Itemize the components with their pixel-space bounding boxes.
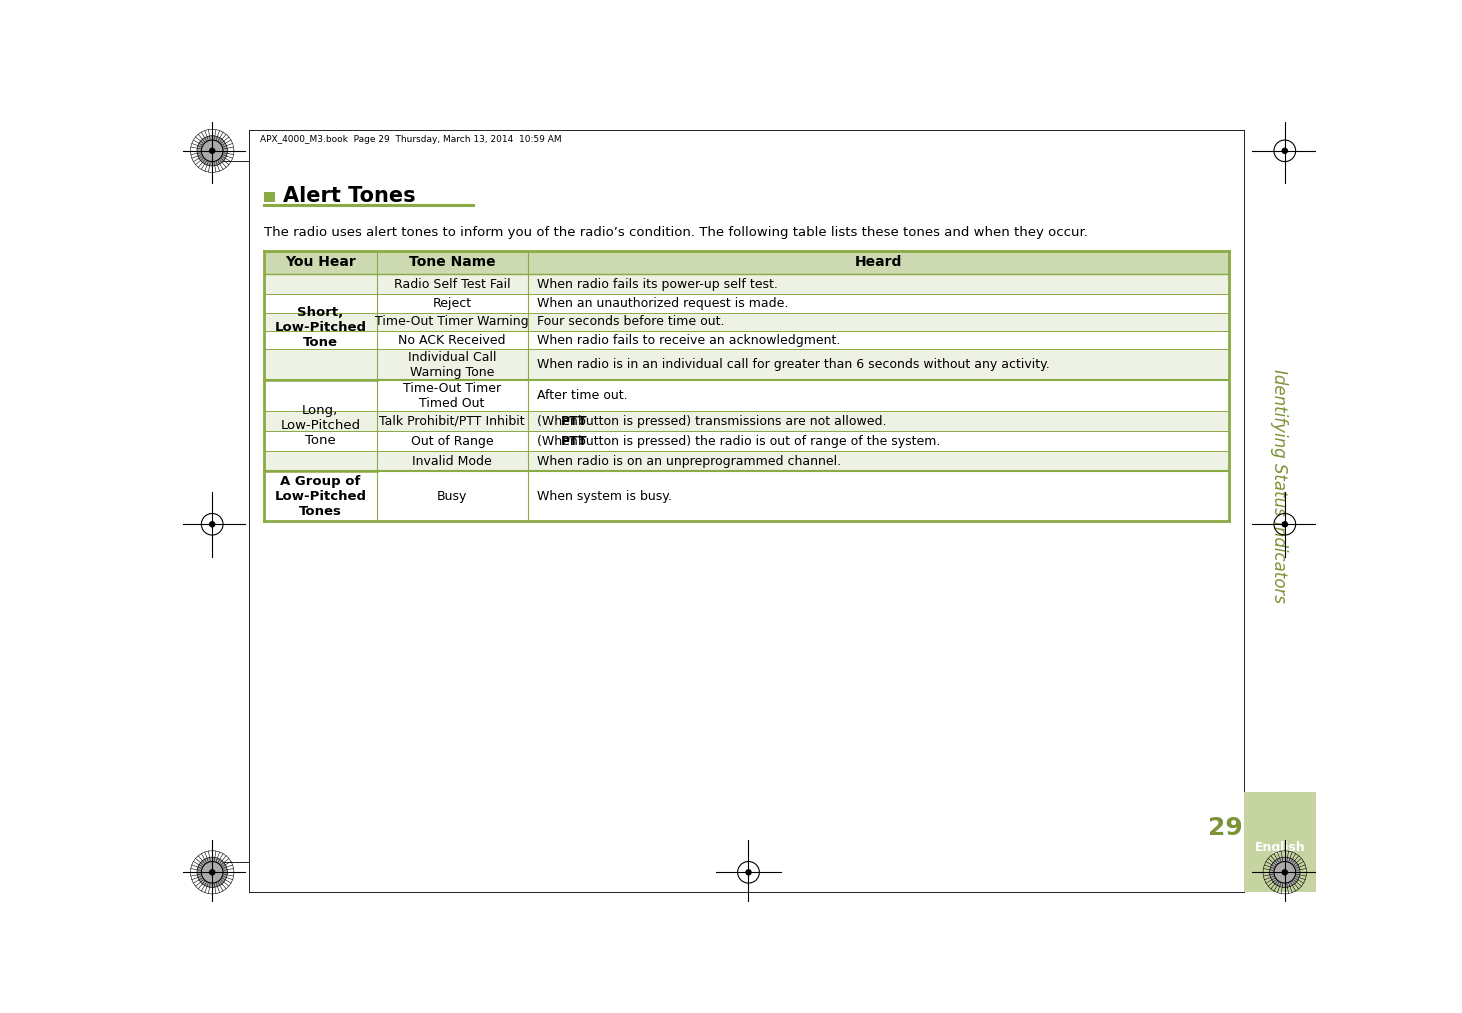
Text: button is pressed) transmissions are not allowed.: button is pressed) transmissions are not…	[575, 414, 886, 427]
Circle shape	[1282, 521, 1288, 528]
Text: Busy: Busy	[437, 489, 468, 502]
Circle shape	[209, 869, 215, 875]
Text: Invalid Mode: Invalid Mode	[412, 455, 491, 468]
Text: A Group of
Low-Pitched
Tones: A Group of Low-Pitched Tones	[275, 475, 367, 518]
Bar	[1244, 792, 1316, 892]
Text: Individual Call
Warning Tone: Individual Call Warning Tone	[408, 350, 496, 379]
Text: When radio is on an unpreprogrammed channel.: When radio is on an unpreprogrammed chan…	[537, 455, 841, 468]
Text: Four seconds before time out.: Four seconds before time out.	[537, 315, 725, 328]
Bar	[265, 432, 1230, 451]
Text: Talk Prohibit/PTT Inhibit: Talk Prohibit/PTT Inhibit	[379, 414, 525, 427]
Text: Time-Out Timer Warning: Time-Out Timer Warning	[376, 315, 529, 328]
Bar	[265, 275, 1230, 294]
Text: Long,
Low-Pitched
Tone: Long, Low-Pitched Tone	[281, 404, 360, 447]
Text: When system is busy.: When system is busy.	[537, 489, 673, 502]
Bar	[1244, 122, 1316, 902]
Circle shape	[197, 857, 228, 887]
Bar	[265, 313, 1230, 331]
Bar	[265, 294, 1230, 313]
Circle shape	[1282, 148, 1288, 154]
Circle shape	[209, 521, 215, 528]
Text: PTT: PTT	[561, 414, 588, 427]
Text: APX_4000_M3.book  Page 29  Thursday, March 13, 2014  10:59 AM: APX_4000_M3.book Page 29 Thursday, March…	[260, 135, 561, 144]
Bar	[265, 191, 275, 203]
Bar	[265, 331, 1230, 349]
Text: Reject: Reject	[433, 297, 472, 310]
Text: You Hear: You Hear	[285, 255, 355, 269]
Circle shape	[746, 869, 751, 875]
Text: button is pressed) the radio is out of range of the system.: button is pressed) the radio is out of r…	[575, 435, 940, 448]
Text: The radio uses alert tones to inform you of the radio’s condition. The following: The radio uses alert tones to inform you…	[265, 226, 1088, 238]
Text: 29: 29	[1208, 816, 1243, 841]
Bar	[265, 380, 1230, 411]
Text: When radio is in an individual call for greater than 6 seconds without any activ: When radio is in an individual call for …	[537, 359, 1050, 372]
Circle shape	[1282, 869, 1288, 875]
Text: Alert Tones: Alert Tones	[282, 186, 415, 207]
Text: (When: (When	[537, 435, 582, 448]
Text: PTT: PTT	[561, 435, 588, 448]
Text: Out of Range: Out of Range	[411, 435, 493, 448]
Text: (When: (When	[537, 414, 582, 427]
Text: Radio Self Test Fail: Radio Self Test Fail	[393, 278, 510, 291]
Text: No ACK Received: No ACK Received	[398, 333, 506, 346]
Bar	[265, 471, 1230, 522]
Text: Identifying Status Indicators: Identifying Status Indicators	[1270, 369, 1288, 603]
Text: Heard: Heard	[855, 255, 902, 269]
Text: After time out.: After time out.	[537, 389, 627, 402]
Text: When radio fails to receive an acknowledgment.: When radio fails to receive an acknowled…	[537, 333, 841, 346]
Bar	[265, 411, 1230, 432]
Text: Tone Name: Tone Name	[409, 255, 496, 269]
Bar	[265, 349, 1230, 380]
Bar	[265, 451, 1230, 471]
Text: Short,
Low-Pitched
Tone: Short, Low-Pitched Tone	[275, 306, 367, 348]
Circle shape	[197, 136, 228, 166]
Text: English: English	[1254, 841, 1306, 854]
Text: When radio fails its power-up self test.: When radio fails its power-up self test.	[537, 278, 778, 291]
Circle shape	[209, 148, 215, 154]
Text: Time-Out Timer
Timed Out: Time-Out Timer Timed Out	[404, 382, 501, 409]
Circle shape	[1269, 857, 1300, 887]
Bar	[265, 251, 1230, 275]
Text: When an unauthorized request is made.: When an unauthorized request is made.	[537, 297, 788, 310]
